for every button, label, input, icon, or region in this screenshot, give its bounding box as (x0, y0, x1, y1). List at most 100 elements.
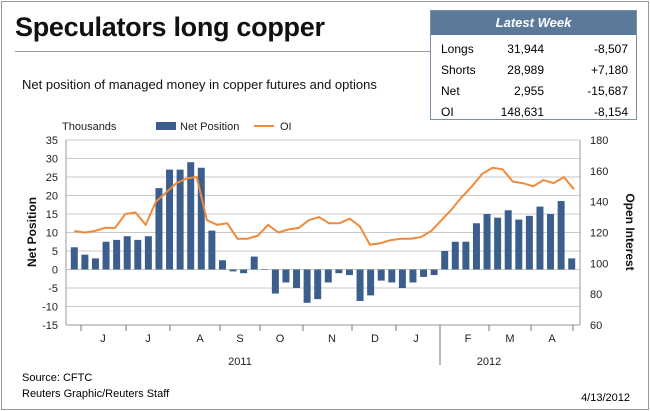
net-position-bar (420, 269, 428, 277)
net-position-bar (504, 210, 512, 270)
month-label: N (328, 333, 336, 345)
net-position-bar (335, 269, 343, 274)
net-position-bar (134, 239, 142, 270)
net-position-bar (525, 215, 533, 270)
net-position-bar (123, 236, 131, 270)
row-label: Longs (441, 42, 474, 56)
net-position-bar (568, 258, 576, 270)
row-label: Shorts (441, 63, 476, 77)
net-position-bar (113, 239, 121, 270)
net-position-bar (367, 269, 375, 296)
row-value: 2,955 (513, 84, 544, 98)
net-position-bar (430, 269, 438, 276)
y-tick-label: 20 (46, 191, 58, 203)
title-divider (15, 51, 430, 52)
net-position-bar (240, 269, 248, 274)
month-label: M (505, 333, 514, 345)
net-position-bar (155, 188, 163, 270)
y2-tick-label: 140 (590, 197, 608, 209)
y-tick-label: 10 (46, 228, 58, 240)
latest-week-row-net: Net 2,955 -15,687 (431, 82, 636, 101)
row-value: 148,631 (500, 105, 544, 119)
y-tick-label: 5 (52, 246, 58, 258)
net-position-bar (282, 269, 290, 283)
legend-label-oi: OI (280, 121, 292, 133)
year-label: 2012 (477, 356, 501, 368)
oi-line (74, 166, 575, 246)
y-tick-label: -5 (48, 283, 58, 295)
net-position-bar (388, 269, 396, 283)
net-position-bar (81, 254, 89, 270)
net-position-bar (377, 269, 385, 281)
latest-week-row-oi: OI 148,631 -8,154 (431, 103, 636, 122)
y2-tick-label: 100 (590, 258, 608, 270)
net-position-bar (314, 269, 322, 300)
y-tick-label: 25 (46, 172, 58, 184)
y2-axis-title: Open Interest (623, 193, 637, 270)
y-tick-label: 35 (46, 135, 58, 147)
net-position-bar (166, 169, 174, 270)
net-position-bar (472, 223, 480, 270)
net-position-bar (261, 269, 269, 270)
net-position-bar (271, 269, 279, 294)
units-label: Thousands (62, 121, 117, 133)
legend-label-net-position: Net Position (180, 121, 239, 133)
net-position-bar (218, 260, 226, 270)
y2-tick-label: 180 (590, 135, 608, 147)
net-position-bar (229, 269, 237, 272)
y2-tick-label: 120 (590, 228, 608, 240)
net-position-bar (187, 162, 195, 270)
y2-tick-label: 160 (590, 166, 608, 178)
row-change: -8,507 (593, 42, 628, 56)
net-position-bar (197, 167, 205, 270)
row-change: -15,687 (587, 84, 628, 98)
y2-tick-label: 80 (590, 289, 602, 301)
legend-swatch-net-position (156, 122, 176, 130)
net-position-bar (303, 269, 311, 303)
net-position-bar (102, 241, 110, 270)
latest-week-row-longs: Longs 31,944 -8,507 (431, 40, 636, 59)
chart-title: Speculators long copper (15, 12, 325, 42)
row-value: 31,944 (507, 42, 544, 56)
source-note: Source: CFTC (22, 372, 93, 384)
net-position-bar (176, 169, 184, 270)
y-axis-title: Net Position (25, 197, 39, 267)
month-label: J (145, 333, 151, 345)
month-label: F (465, 333, 472, 345)
net-position-bar (515, 219, 523, 270)
net-position-bar (536, 206, 544, 270)
year-label: 2011 (228, 356, 252, 368)
month-label: J (100, 333, 106, 345)
month-label: J (413, 333, 419, 345)
row-label: Net (441, 84, 460, 98)
net-position-bar (144, 236, 152, 270)
net-position-bar (462, 241, 470, 270)
month-label: A (548, 333, 556, 345)
net-position-bar (208, 230, 216, 270)
y-tick-label: 30 (46, 154, 58, 166)
net-position-bar (451, 241, 459, 270)
latest-week-table: Latest Week Longs 31,944 -8,507 Shorts 2… (430, 10, 637, 120)
net-position-bar (345, 269, 353, 276)
month-label: A (196, 333, 204, 345)
net-position-bar (409, 269, 417, 283)
chart-subtitle: Net position of managed money in copper … (22, 77, 377, 92)
net-position-bar (293, 269, 301, 288)
net-position-bar (483, 214, 491, 270)
row-change: -8,154 (593, 105, 628, 119)
credit-note: Reuters Graphic/Reuters Staff (22, 388, 170, 400)
date-stamp: 4/13/2012 (581, 392, 630, 404)
latest-week-row-shorts: Shorts 28,989 +7,180 (431, 61, 636, 80)
y-tick-label: -15 (42, 320, 58, 332)
net-position-bar (398, 269, 406, 288)
row-change: +7,180 (590, 63, 628, 77)
month-label: D (371, 333, 379, 345)
y2-tick-label: 60 (590, 320, 602, 332)
y-tick-label: 15 (46, 209, 58, 221)
latest-week-heading: Latest Week (431, 11, 636, 35)
row-label: OI (441, 105, 454, 119)
y-tick-label: -10 (42, 302, 58, 314)
row-value: 28,989 (507, 63, 544, 77)
net-position-bar (494, 217, 502, 270)
